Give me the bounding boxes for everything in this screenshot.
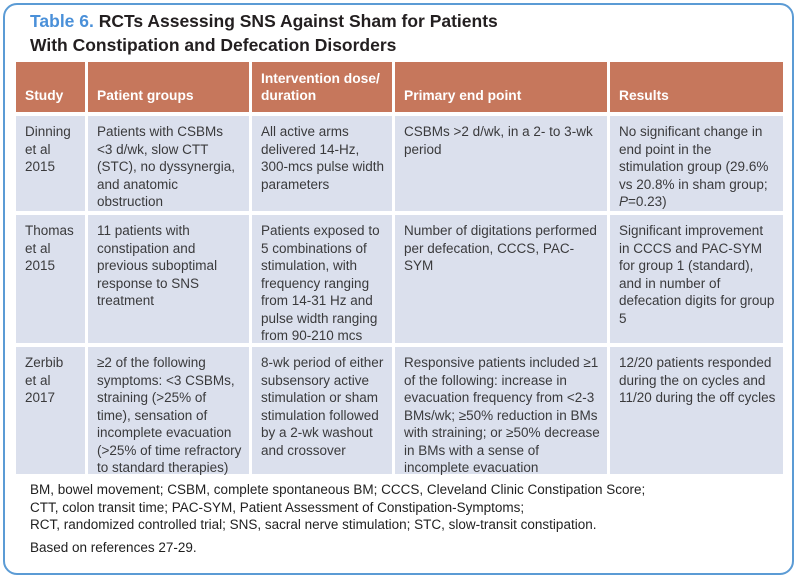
cell-study: Thomas et al 2015 — [16, 215, 85, 343]
cell-patient-groups: ≥2 of the following symptoms: <3 CSBMs, … — [88, 347, 249, 475]
column-header-results: Results — [610, 62, 783, 112]
rct-table: Study Patient groups Intervention dose/ … — [16, 62, 783, 475]
column-header-label: Patient groups — [97, 88, 194, 103]
cell-primary-end-point: Responsive patients included ≥1 of the f… — [395, 347, 607, 475]
references-note: Based on references 27-29. — [30, 539, 197, 555]
footnotes: BM, bowel movement; CSBM, complete spont… — [30, 481, 770, 556]
abbreviations-line: CTT, colon transit time; PAC-SYM, Patien… — [30, 499, 525, 515]
results-text: No significant change in end point in th… — [619, 124, 769, 192]
cell-intervention: All active arms delivered 14-Hz, 300-mcs… — [252, 116, 392, 211]
column-header-intervention: Intervention dose/ duration — [252, 62, 392, 112]
cell-intervention: Patients exposed to 5 combinations of st… — [252, 215, 392, 343]
cell-study: Zerbib et al 2017 — [16, 347, 85, 474]
cell-primary-end-point: CSBMs >2 d/wk, in a 2- to 3-wk period — [395, 116, 607, 211]
cell-study: Dinning et al 2015 — [16, 116, 85, 211]
cell-primary-end-point: Number of digitations performed per defe… — [395, 215, 607, 343]
results-pvalue: =0.23) — [628, 194, 667, 209]
column-header-label: duration — [261, 88, 317, 103]
results-text: Significant improvement in CCCS and PAC-… — [619, 223, 775, 326]
cell-patient-groups: Patients with CSBMs <3 d/wk, slow CTT (S… — [88, 116, 249, 211]
table-number: Table 6. — [30, 11, 94, 31]
column-header-study: Study — [16, 62, 85, 112]
column-header-label: Primary end point — [404, 88, 522, 103]
column-header-label: Results — [619, 88, 669, 103]
column-header-patient-groups: Patient groups — [88, 62, 249, 112]
cell-results: 12/20 patients responded during the on c… — [610, 347, 783, 474]
cell-intervention: 8-wk period of either subsensory active … — [252, 347, 392, 474]
cell-results: Significant improvement in CCCS and PAC-… — [610, 215, 783, 343]
table-title-line2: With Constipation and Defecation Disorde… — [30, 35, 397, 55]
column-header-primary-end-point: Primary end point — [395, 62, 607, 112]
table-title-line1: RCTs Assessing SNS Against Sham for Pati… — [93, 11, 498, 31]
column-header-label: Study — [25, 88, 64, 103]
abbreviations-line: BM, bowel movement; CSBM, complete spont… — [30, 482, 646, 497]
column-header-label: Intervention dose/ — [261, 71, 380, 86]
table-title: Table 6. RCTs Assessing SNS Against Sham… — [30, 9, 760, 57]
cell-patient-groups: 11 patients with constipation and previo… — [88, 215, 249, 343]
abbreviations-line: RCT, randomized controlled trial; SNS, s… — [30, 517, 597, 532]
results-text: 12/20 patients responded during the on c… — [619, 355, 776, 405]
results-pvalue-symbol: P — [619, 194, 629, 209]
cell-results: No significant change in end point in th… — [610, 116, 783, 211]
